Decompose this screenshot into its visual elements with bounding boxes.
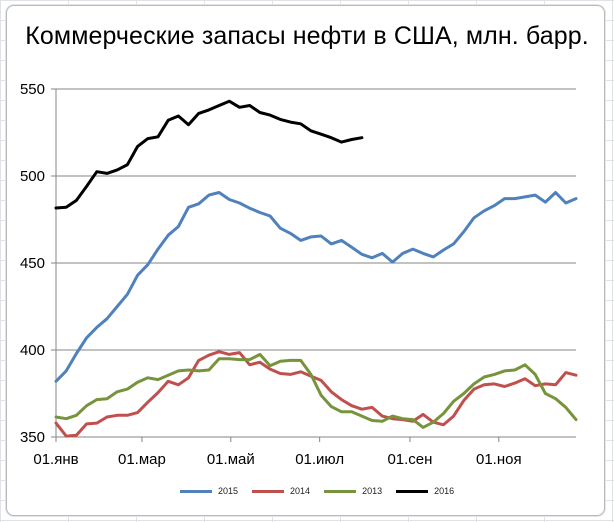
legend-label: 2015 [218, 486, 239, 496]
series-line-2013 [54, 352, 578, 429]
legend-label: 2013 [362, 486, 383, 496]
y-tick-label: 450 [20, 255, 45, 272]
series-line-2016 [54, 99, 364, 210]
gridlines [51, 88, 576, 442]
legend-swatch-2013 [324, 489, 357, 493]
y-tick-label: 350 [20, 429, 45, 446]
y-tick-label: 550 [20, 81, 45, 98]
legend-swatch-2016 [396, 489, 429, 493]
legend-item-2014: 2014 [252, 486, 310, 496]
legend-label: 2014 [290, 486, 311, 496]
y-tick-label: 500 [20, 168, 45, 185]
y-axis: 350 400 450 500 550 [20, 81, 45, 446]
chart-container[interactable] [6, 5, 605, 516]
legend-item-2016: 2016 [396, 486, 454, 496]
legend-item-2013: 2013 [324, 486, 382, 496]
x-tick-label: 01.мар [118, 451, 166, 468]
x-tick-label: 01.сен [387, 451, 432, 468]
x-tick-label: 01.июл [295, 451, 344, 468]
series-line-2014 [54, 350, 578, 438]
legend-swatch-2015 [180, 489, 212, 493]
x-tick-label: 01.ноя [476, 451, 522, 468]
legend-swatch-2014 [252, 489, 285, 493]
chart-title: Коммерческие запасы нефти в США, млн. ба… [25, 22, 589, 50]
x-axis: 01.янв 01.мар 01.май 01.июл 01.сен 01.ноя [33, 437, 522, 468]
y-tick-label: 400 [20, 342, 45, 359]
x-tick-label: 01.май [207, 451, 255, 468]
legend-label: 2016 [434, 486, 455, 496]
data-series [54, 99, 578, 438]
series-line-2015 [54, 191, 578, 383]
legend-item-2015: 2015 [180, 486, 238, 496]
x-tick-label: 01.янв [33, 451, 78, 468]
chart-legend: 2015 2014 2013 2016 [180, 486, 468, 496]
